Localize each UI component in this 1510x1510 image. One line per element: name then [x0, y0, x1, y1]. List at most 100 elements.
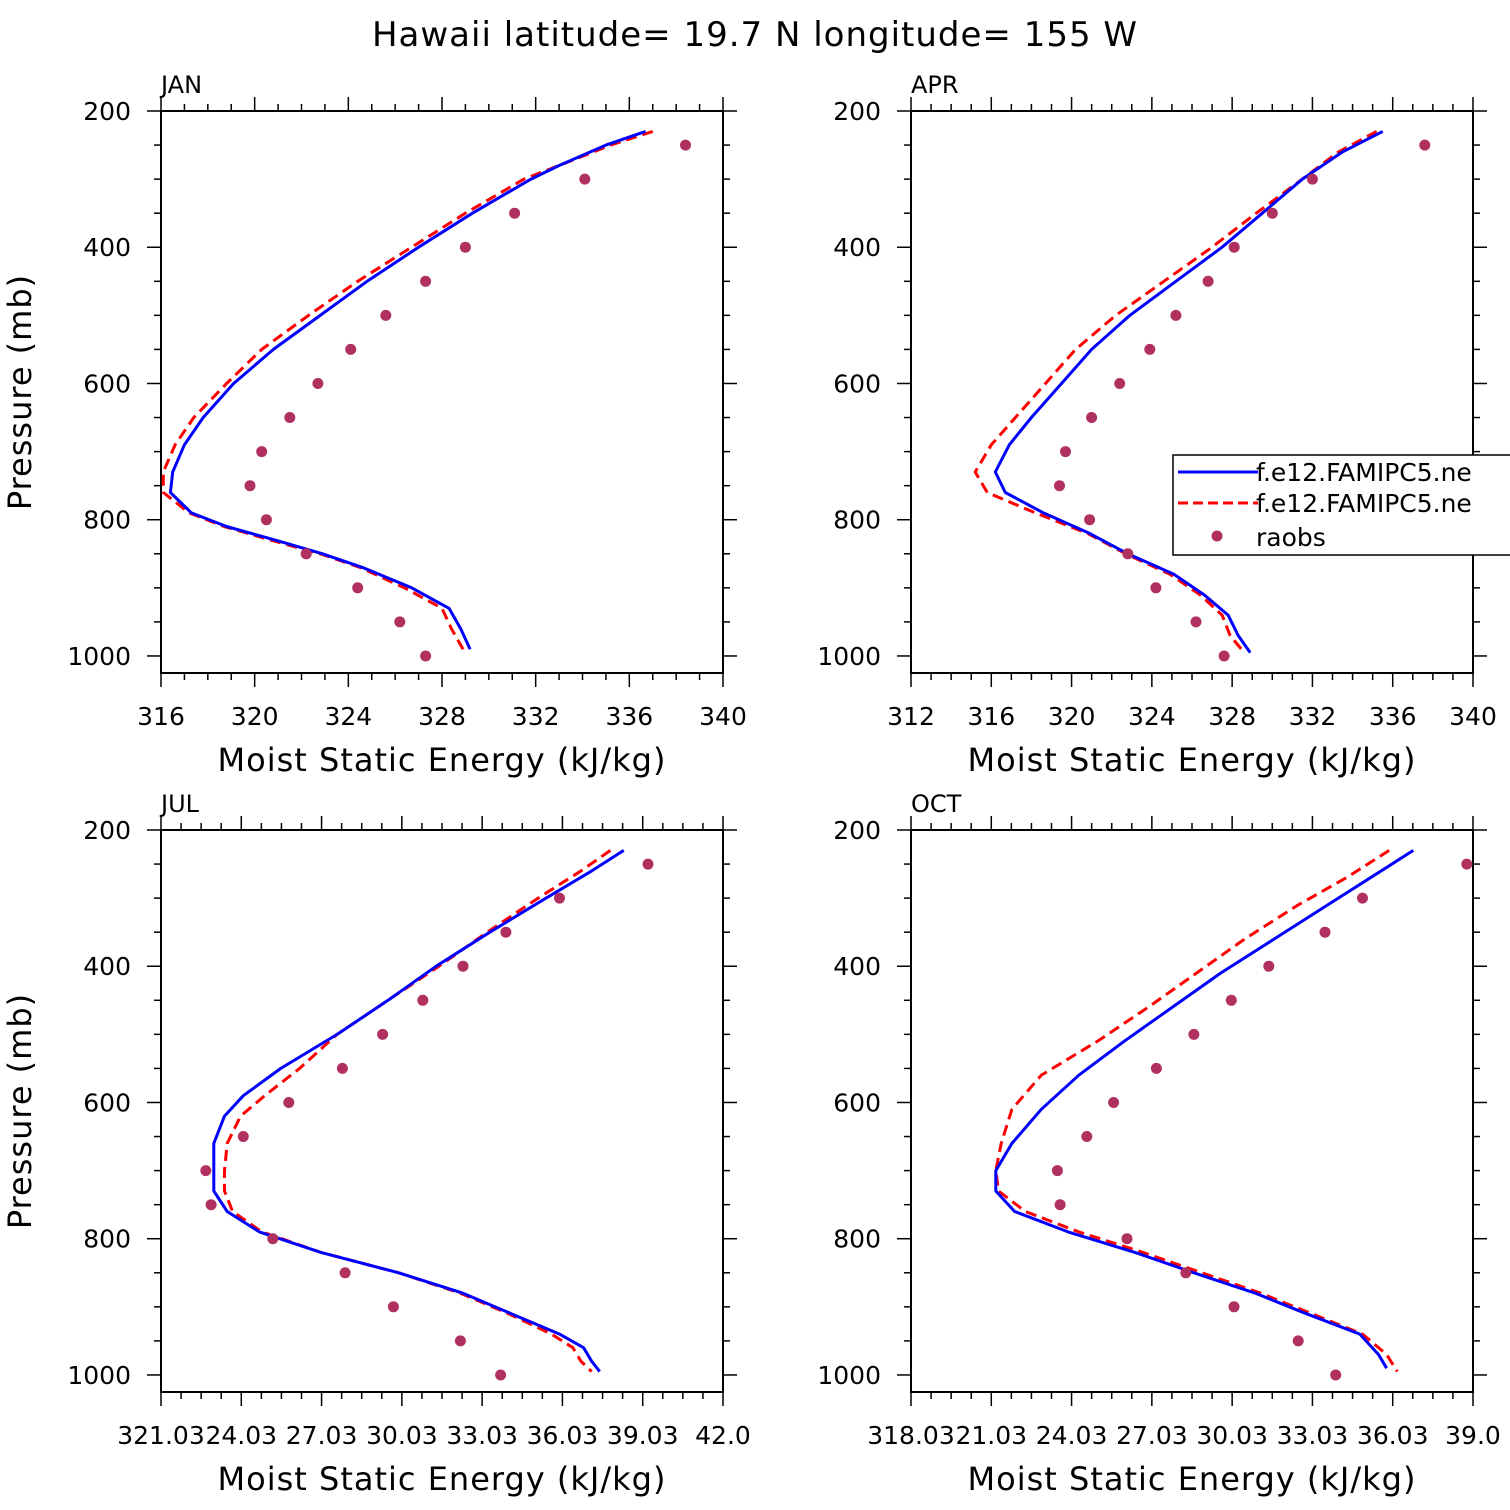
x-axis-label: Moist Static Energy (kJ/kg) [218, 1460, 667, 1498]
series-line-dashed [994, 849, 1399, 1373]
x-tick-label: 320 [231, 702, 279, 731]
panel-title: OCT [911, 790, 962, 818]
x-tick-label: 336 [605, 702, 653, 731]
x-tick-label: 30.03 [366, 1421, 438, 1450]
raobs-point [1266, 207, 1278, 219]
x-tick-label: 33.03 [1277, 1421, 1349, 1450]
raobs-point [345, 343, 357, 355]
raobs-point [1054, 1199, 1066, 1211]
legend-entry-2-label: f.e12.FAMIPC5.ne [1256, 489, 1472, 518]
plot-frame [910, 829, 1474, 1393]
x-axis-label: Moist Static Energy (kJ/kg) [968, 741, 1417, 779]
y-tick-label: 600 [83, 1088, 131, 1117]
x-axis-label: Moist Static Energy (kJ/kg) [968, 1460, 1417, 1498]
x-tick-label: 316 [967, 702, 1015, 731]
raobs-point [256, 446, 268, 458]
y-tick-label: 400 [83, 233, 131, 262]
x-tick-label: 328 [1208, 702, 1256, 731]
x-tick-label: 33.03 [446, 1421, 518, 1450]
series-line-dashed [973, 130, 1378, 654]
raobs-point [1228, 1301, 1240, 1313]
raobs-point [420, 275, 432, 287]
y-tick-label: 200 [833, 97, 881, 126]
x-tick-label: 39.0 [1445, 1421, 1501, 1450]
y-tick-label: 600 [83, 369, 131, 398]
panel-title: APR [911, 71, 959, 99]
data-layer [994, 849, 1473, 1381]
plot-frame [910, 110, 1474, 674]
raobs-point [1121, 1233, 1133, 1245]
x-tick-label: 328 [418, 702, 466, 731]
raobs-point [284, 412, 296, 423]
data-layer [973, 130, 1431, 662]
raobs-point [509, 207, 521, 219]
raobs-point [579, 173, 591, 185]
raobs-point [1051, 1165, 1063, 1177]
series-line-dashed [161, 129, 654, 650]
x-tick-label: 340 [699, 702, 747, 731]
raobs-point [454, 1335, 466, 1347]
raobs-point [312, 378, 324, 389]
y-tick-label: 600 [833, 1088, 881, 1117]
raobs-point [336, 1062, 348, 1074]
raobs-point [237, 1131, 249, 1142]
raobs-point [1188, 1028, 1200, 1040]
raobs-point [1084, 514, 1096, 526]
x-tick-label: 340 [1449, 702, 1497, 731]
raobs-point [1060, 446, 1071, 458]
y-axis-label: Pressure (mb) [1, 993, 39, 1229]
raobs-point [1228, 241, 1240, 253]
x-tick-label: 324 [324, 702, 372, 731]
x-tick-label: 336 [1369, 702, 1417, 731]
x-tick-label: 27.03 [1116, 1421, 1188, 1450]
raobs-point [394, 616, 406, 628]
legend: f.e12.FAMIPC5.ne f.e12.FAMIPC5.ne raobs [1172, 454, 1510, 556]
y-tick-label: 200 [83, 816, 131, 845]
raobs-point [1225, 994, 1237, 1006]
series-line-dashed [223, 849, 612, 1373]
x-tick-label: 332 [1289, 702, 1337, 731]
y-tick-label: 400 [833, 952, 881, 981]
plot-frame [160, 110, 724, 674]
panel-title: JAN [159, 71, 202, 99]
raobs-point [1081, 1131, 1093, 1142]
x-tick-label: 42.0 [695, 1421, 751, 1450]
x-tick-label: 321.03 [117, 1421, 204, 1450]
series-line-solid [994, 849, 1415, 1369]
y-tick-label: 1000 [817, 1361, 881, 1390]
raobs-point [377, 1028, 389, 1040]
x-tick-label: 36.03 [1357, 1421, 1429, 1450]
raobs-point [1306, 173, 1318, 185]
panel-jul: 200 400 600 800 1000 321.03 24.03 27.03 30.03 33.… [1, 790, 751, 1498]
raobs-point [1330, 1369, 1342, 1381]
raobs-point [380, 309, 392, 321]
x-tick-label: 27.03 [286, 1421, 358, 1450]
raobs-point [417, 994, 429, 1006]
x-tick-label: 316 [137, 702, 185, 731]
raobs-point [1108, 1097, 1120, 1108]
y-tick-label: 200 [83, 97, 131, 126]
panel-apr: 200 400 600 800 1000 312 316 320 324 328 332 336 340… [817, 71, 1496, 779]
raobs-point [1114, 378, 1126, 389]
raobs-point [244, 480, 256, 492]
x-tick-label: 30.03 [1196, 1421, 1268, 1450]
y-tick-label: 1000 [67, 642, 131, 671]
panel-oct: 200 400 600 800 1000 318.03 21.03 24.03 27.03 30.… [817, 790, 1500, 1498]
raobs-point [205, 1199, 217, 1211]
raobs-point [1086, 412, 1098, 423]
raobs-point [1292, 1335, 1304, 1347]
y-tick-label: 200 [833, 816, 881, 845]
y-tick-label: 800 [83, 506, 131, 535]
raobs-point [1180, 1267, 1192, 1279]
raobs-point [283, 1097, 295, 1108]
data-layer [161, 129, 691, 662]
x-tick-label: 318.03 [867, 1421, 954, 1450]
panel-jan: 200 400 600 800 1000 316 320 324 328 332 336 340 JAN… [1, 71, 747, 779]
raobs-point [680, 139, 691, 151]
x-tick-label: 24.03 [1036, 1421, 1108, 1450]
y-tick-label: 1000 [817, 642, 881, 671]
series-line-solid [993, 130, 1384, 654]
y-tick-label: 400 [833, 233, 881, 262]
legend-entry-1-label: f.e12.FAMIPC5.ne [1256, 458, 1472, 487]
raobs-point [420, 650, 432, 662]
